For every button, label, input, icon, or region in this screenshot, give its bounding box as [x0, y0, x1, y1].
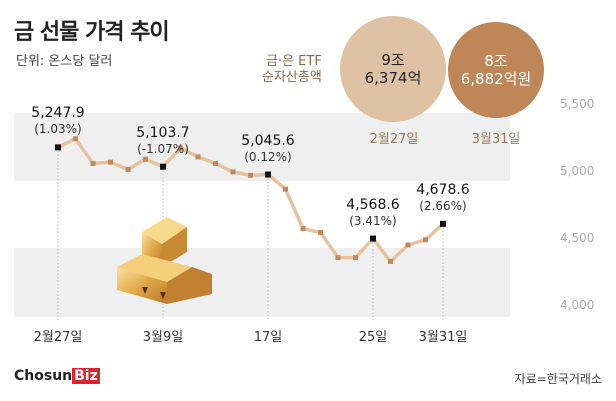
- annotation-value: 5,045.6: [241, 132, 295, 149]
- data-point: [423, 237, 428, 243]
- data-point: [353, 255, 358, 261]
- data-point: [283, 186, 288, 192]
- data-point: [370, 235, 376, 242]
- annotation-change: (0.12%): [244, 149, 292, 164]
- annotation-change: (3.41%): [349, 213, 397, 228]
- data-point: [335, 255, 341, 261]
- etf-date-feb: 2월27일: [369, 132, 419, 147]
- y-tick-label: 4,500: [560, 231, 595, 246]
- logo-biz: Biz: [72, 368, 100, 384]
- source-note: 자료=한국거래소: [514, 372, 602, 386]
- etf-mar-line1: 8조: [484, 52, 508, 70]
- value-annotation: 5,045.6 (0.12%): [241, 133, 294, 165]
- data-point: [248, 172, 253, 178]
- etf-mar-line2: 6,882억원: [460, 70, 532, 88]
- data-point: [230, 169, 236, 175]
- annotation-value: 5,247.9: [31, 105, 85, 122]
- etf-circle-mar: 8조 6,882억원: [448, 22, 544, 118]
- etf-circle-feb: 9조 6,374억: [340, 16, 446, 122]
- data-point: [178, 145, 183, 151]
- etf-feb-line2: 6,374억: [364, 69, 422, 87]
- x-tick-label: 3월9일: [142, 330, 184, 345]
- chart-title: 금 선물 가격 추이: [14, 20, 170, 45]
- etf-date-mar: 3월31일: [471, 132, 521, 147]
- value-annotation: 4,568.6 (3.41%): [346, 197, 399, 229]
- x-tick-label: 17일: [253, 330, 283, 345]
- data-point: [265, 171, 271, 178]
- value-annotation: 5,103.7 (-1.07%): [136, 125, 189, 157]
- data-point: [318, 230, 323, 236]
- y-tick-label: 5,000: [560, 164, 595, 178]
- x-tick-label: 25일: [358, 330, 388, 345]
- data-point: [55, 144, 61, 151]
- y-tick-label: 5,500: [560, 96, 595, 111]
- data-point: [440, 220, 446, 227]
- value-annotation: 4,678.6 (2.66%): [416, 182, 469, 214]
- x-tick-label: 3월31일: [418, 330, 468, 345]
- etf-label-2: 순자산총액: [262, 70, 322, 85]
- annotation-value: 4,678.6: [416, 181, 470, 198]
- data-point: [213, 160, 218, 166]
- annotation-change: (1.03%): [34, 122, 82, 137]
- grid-band: [14, 248, 510, 317]
- data-point: [73, 136, 78, 142]
- data-point: [405, 242, 411, 248]
- data-point: [90, 160, 96, 166]
- chosunbiz-logo: Chosun Biz: [14, 368, 100, 384]
- annotation-change: (2.66%): [419, 198, 467, 213]
- etf-feb-line1: 9조: [381, 51, 405, 69]
- x-tick-label: 2월27일: [33, 330, 83, 345]
- data-point: [195, 154, 201, 160]
- annotation-value: 4,568.6: [346, 196, 400, 213]
- data-point: [143, 156, 148, 162]
- data-point: [125, 166, 131, 172]
- y-tick-label: 4,000: [560, 298, 595, 313]
- gold-bars-image: [117, 217, 212, 304]
- etf-label: 금·은 ETF 순자산총액: [262, 54, 322, 86]
- grid-band: [14, 113, 510, 181]
- value-annotation: 5,247.9 (1.03%): [31, 105, 84, 137]
- unit-label: 단위: 온스당 달러: [16, 54, 113, 69]
- etf-label-1: 금·은 ETF: [265, 54, 322, 69]
- annotation-value: 5,103.7: [136, 124, 190, 141]
- annotation-change: (-1.07%): [137, 141, 189, 156]
- data-point: [160, 163, 166, 170]
- logo-text: Chosun: [14, 368, 73, 384]
- data-point: [108, 159, 113, 165]
- data-point: [388, 259, 393, 265]
- data-point: [300, 226, 306, 232]
